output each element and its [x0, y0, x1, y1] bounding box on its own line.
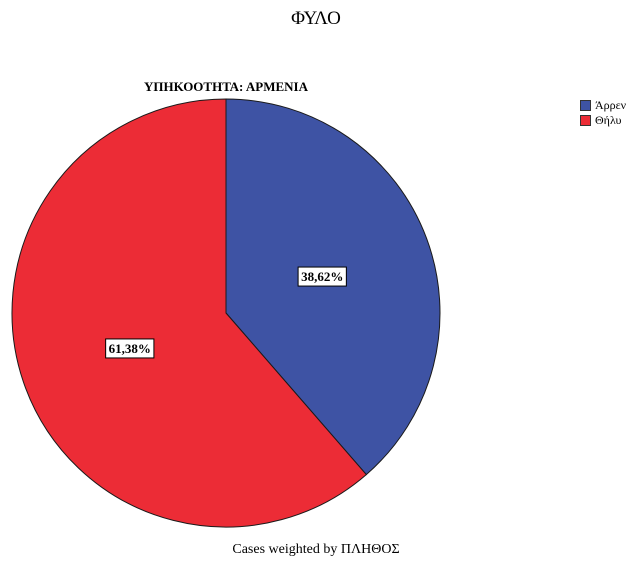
data-label-arren: 38,62% — [298, 267, 346, 286]
legend: Άρρεν Θήλυ — [580, 98, 626, 128]
svg-text:38,62%: 38,62% — [301, 269, 343, 284]
legend-item-arren: Άρρεν — [580, 98, 626, 113]
legend-item-thilu: Θήλυ — [580, 113, 626, 128]
data-label-thilu: 61,38% — [106, 339, 154, 358]
legend-swatch-arren — [580, 100, 591, 111]
svg-text:61,38%: 61,38% — [109, 341, 151, 356]
legend-swatch-thilu — [580, 115, 591, 126]
legend-label-arren: Άρρεν — [595, 98, 626, 113]
legend-label-thilu: Θήλυ — [595, 113, 621, 128]
chart-footer: Cases weighted by ΠΛΗΘΟΣ — [0, 542, 632, 558]
